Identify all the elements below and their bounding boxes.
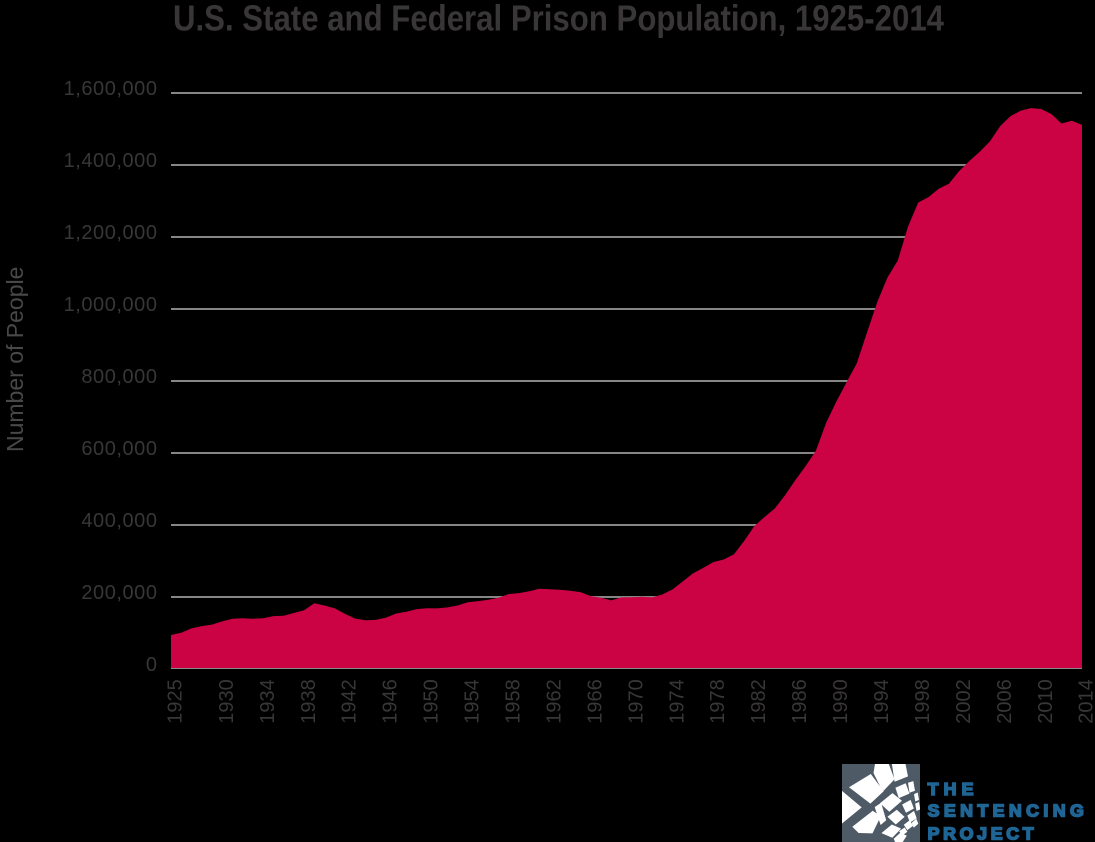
svg-text:PROJECT: PROJECT	[928, 823, 1034, 842]
svg-text:1930: 1930	[216, 679, 238, 724]
svg-text:400,000: 400,000	[81, 510, 157, 532]
svg-text:1946: 1946	[380, 679, 402, 724]
svg-text:1934: 1934	[257, 679, 279, 724]
svg-text:2014: 2014	[1076, 679, 1095, 724]
svg-text:1950: 1950	[421, 679, 443, 724]
svg-text:1994: 1994	[871, 679, 893, 724]
svg-text:2010: 2010	[1035, 679, 1057, 724]
svg-text:Number of People: Number of People	[2, 267, 28, 452]
svg-text:1978: 1978	[707, 679, 729, 724]
svg-text:2002: 2002	[953, 679, 975, 724]
svg-text:200,000: 200,000	[81, 582, 157, 604]
svg-text:600,000: 600,000	[81, 438, 157, 460]
svg-text:U.S. State and Federal Prison: U.S. State and Federal Prison Population…	[173, 0, 944, 39]
svg-text:SENTENCING: SENTENCING	[928, 800, 1084, 820]
svg-text:0: 0	[146, 654, 158, 676]
svg-text:1942: 1942	[339, 679, 361, 724]
svg-text:2006: 2006	[994, 679, 1016, 724]
svg-text:1986: 1986	[789, 679, 811, 724]
svg-text:1958: 1958	[503, 679, 525, 724]
svg-text:1925: 1925	[165, 679, 187, 724]
svg-text:THE: THE	[928, 779, 974, 799]
svg-text:1,600,000: 1,600,000	[64, 78, 158, 100]
svg-text:1990: 1990	[830, 679, 852, 724]
svg-text:1,200,000: 1,200,000	[64, 222, 158, 244]
svg-text:1966: 1966	[584, 679, 606, 724]
svg-text:1,400,000: 1,400,000	[64, 150, 158, 172]
svg-text:1954: 1954	[462, 679, 484, 724]
svg-text:1,000,000: 1,000,000	[64, 294, 158, 316]
svg-text:1982: 1982	[748, 679, 770, 724]
svg-text:1970: 1970	[625, 679, 647, 724]
svg-text:1962: 1962	[543, 679, 565, 724]
svg-text:1938: 1938	[298, 679, 320, 724]
svg-text:1974: 1974	[666, 679, 688, 724]
svg-text:1998: 1998	[912, 679, 934, 724]
svg-text:800,000: 800,000	[81, 366, 157, 388]
